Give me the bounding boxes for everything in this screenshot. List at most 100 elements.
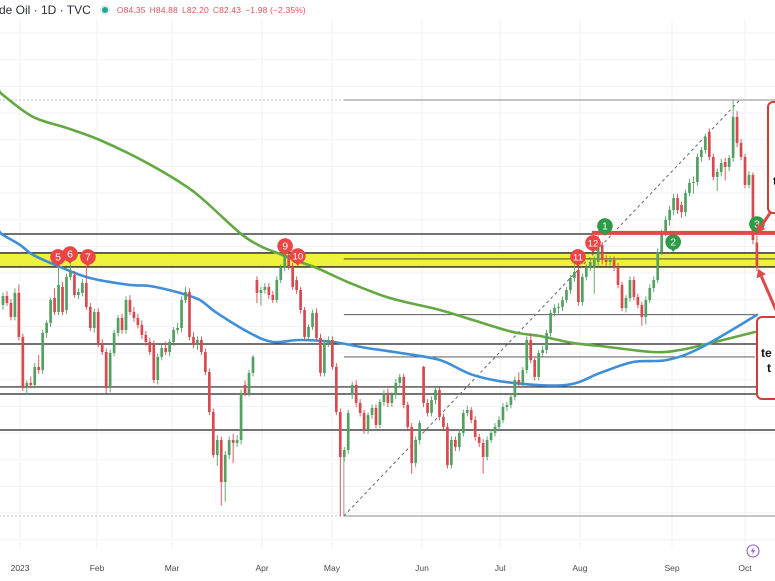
candle-down[interactable] [533, 356, 537, 381]
candle-up[interactable] [652, 276, 656, 293]
candle-down[interactable] [723, 157, 727, 181]
candle-down[interactable] [207, 368, 211, 416]
marker-red-7[interactable]: 7 [80, 249, 96, 267]
candle-down[interactable] [53, 288, 56, 316]
candle-down[interactable] [354, 380, 358, 408]
candle-down[interactable] [743, 153, 747, 189]
candle-down[interactable] [358, 399, 362, 417]
candle-down[interactable] [299, 287, 302, 314]
candle-up[interactable] [398, 373, 402, 388]
annotation-box-upper[interactable]: t [767, 101, 775, 214]
candle-up[interactable] [418, 420, 421, 445]
candle-up[interactable] [584, 264, 588, 281]
candle-down[interactable] [164, 341, 168, 356]
candle-down[interactable] [120, 313, 124, 334]
candle-up[interactable] [25, 380, 29, 396]
marker-red-5[interactable]: 5 [50, 249, 66, 267]
candle-up[interactable] [549, 309, 552, 337]
candle-down[interactable] [577, 267, 580, 306]
candle-up[interactable] [172, 327, 175, 346]
candle-down[interactable] [473, 416, 477, 441]
marker-green-1[interactable]: 1 [597, 218, 613, 236]
candle-up[interactable] [692, 176, 695, 194]
candle-up[interactable] [656, 248, 660, 284]
candle-up[interactable] [703, 133, 707, 154]
candle-up[interactable] [247, 369, 251, 397]
candle-up[interactable] [624, 295, 628, 313]
candle-up[interactable] [700, 147, 703, 162]
candle-down[interactable] [315, 308, 318, 342]
candle-up[interactable] [283, 253, 287, 272]
candle-up[interactable] [501, 403, 505, 424]
candle-down[interactable] [680, 201, 683, 218]
candle-up[interactable] [588, 257, 592, 272]
candle-up[interactable] [160, 344, 164, 361]
candle-up[interactable] [275, 276, 279, 304]
candle-up[interactable] [307, 324, 310, 341]
candle-down[interactable] [291, 263, 295, 290]
candle-down[interactable] [104, 348, 108, 394]
candle-up[interactable] [77, 288, 80, 300]
candle-up[interactable] [311, 309, 314, 330]
candle-up[interactable] [485, 436, 489, 461]
candle-up[interactable] [65, 273, 68, 314]
marker-red-9[interactable]: 9 [277, 238, 293, 256]
candle-down[interactable] [192, 332, 195, 349]
candle-up[interactable] [176, 323, 179, 334]
candle-down[interactable] [73, 271, 76, 298]
candle-up[interactable] [561, 296, 564, 312]
candle-down[interactable] [61, 281, 64, 316]
candle-up[interactable] [279, 264, 283, 284]
candle-down[interactable] [676, 193, 679, 214]
measure-diagonal-line[interactable] [343, 99, 741, 517]
candle-down[interactable] [640, 301, 644, 326]
candle-down[interactable] [128, 295, 132, 316]
candle-down[interactable] [204, 348, 207, 376]
candle-up[interactable] [628, 276, 632, 302]
candle-up[interactable] [378, 399, 382, 429]
candle-down[interactable] [37, 355, 41, 374]
marker-red-11[interactable]: 11 [570, 249, 586, 267]
candle-up[interactable] [505, 401, 509, 412]
candle-down[interactable] [426, 399, 429, 417]
candle-up[interactable] [580, 273, 584, 306]
candle-up[interactable] [49, 297, 52, 328]
candle-up[interactable] [719, 159, 723, 177]
candle-down[interactable] [148, 337, 152, 356]
candle-down[interactable] [21, 333, 25, 392]
candle-up[interactable] [108, 349, 112, 393]
candle-down[interactable] [29, 376, 33, 389]
marker-red-10[interactable]: 10 [290, 248, 306, 266]
candle-up[interactable] [668, 205, 671, 226]
candle-down[interactable] [132, 307, 136, 322]
candle-down[interactable] [243, 380, 247, 397]
candle-up[interactable] [259, 287, 263, 306]
candle-down[interactable] [612, 256, 616, 272]
candles[interactable] [1, 100, 759, 517]
candle-up[interactable] [565, 287, 568, 304]
candle-up[interactable] [227, 436, 231, 460]
candle-up[interactable] [509, 393, 513, 409]
candle-down[interactable] [616, 263, 620, 289]
candle-up[interactable] [747, 171, 751, 189]
candle-down[interactable] [338, 408, 342, 517]
candle-down[interactable] [17, 284, 21, 341]
candle-up[interactable] [569, 275, 572, 294]
candle-down[interactable] [140, 320, 144, 340]
candle-down[interactable] [144, 331, 148, 346]
candle-down[interactable] [711, 153, 715, 181]
candle-down[interactable] [287, 253, 291, 270]
ma-short-blue[interactable] [0, 230, 759, 387]
candle-up[interactable] [346, 409, 350, 454]
candle-up[interactable] [1, 292, 5, 310]
candle-down[interactable] [152, 340, 156, 384]
candle-down[interactable] [295, 276, 298, 294]
candle-down[interactable] [188, 288, 191, 341]
candle-up[interactable] [57, 265, 60, 316]
candle-down[interactable] [271, 291, 275, 304]
candle-down[interactable] [438, 387, 441, 421]
candle-down[interactable] [604, 255, 608, 266]
candle-up[interactable] [557, 303, 560, 314]
candle-up[interactable] [45, 320, 48, 338]
